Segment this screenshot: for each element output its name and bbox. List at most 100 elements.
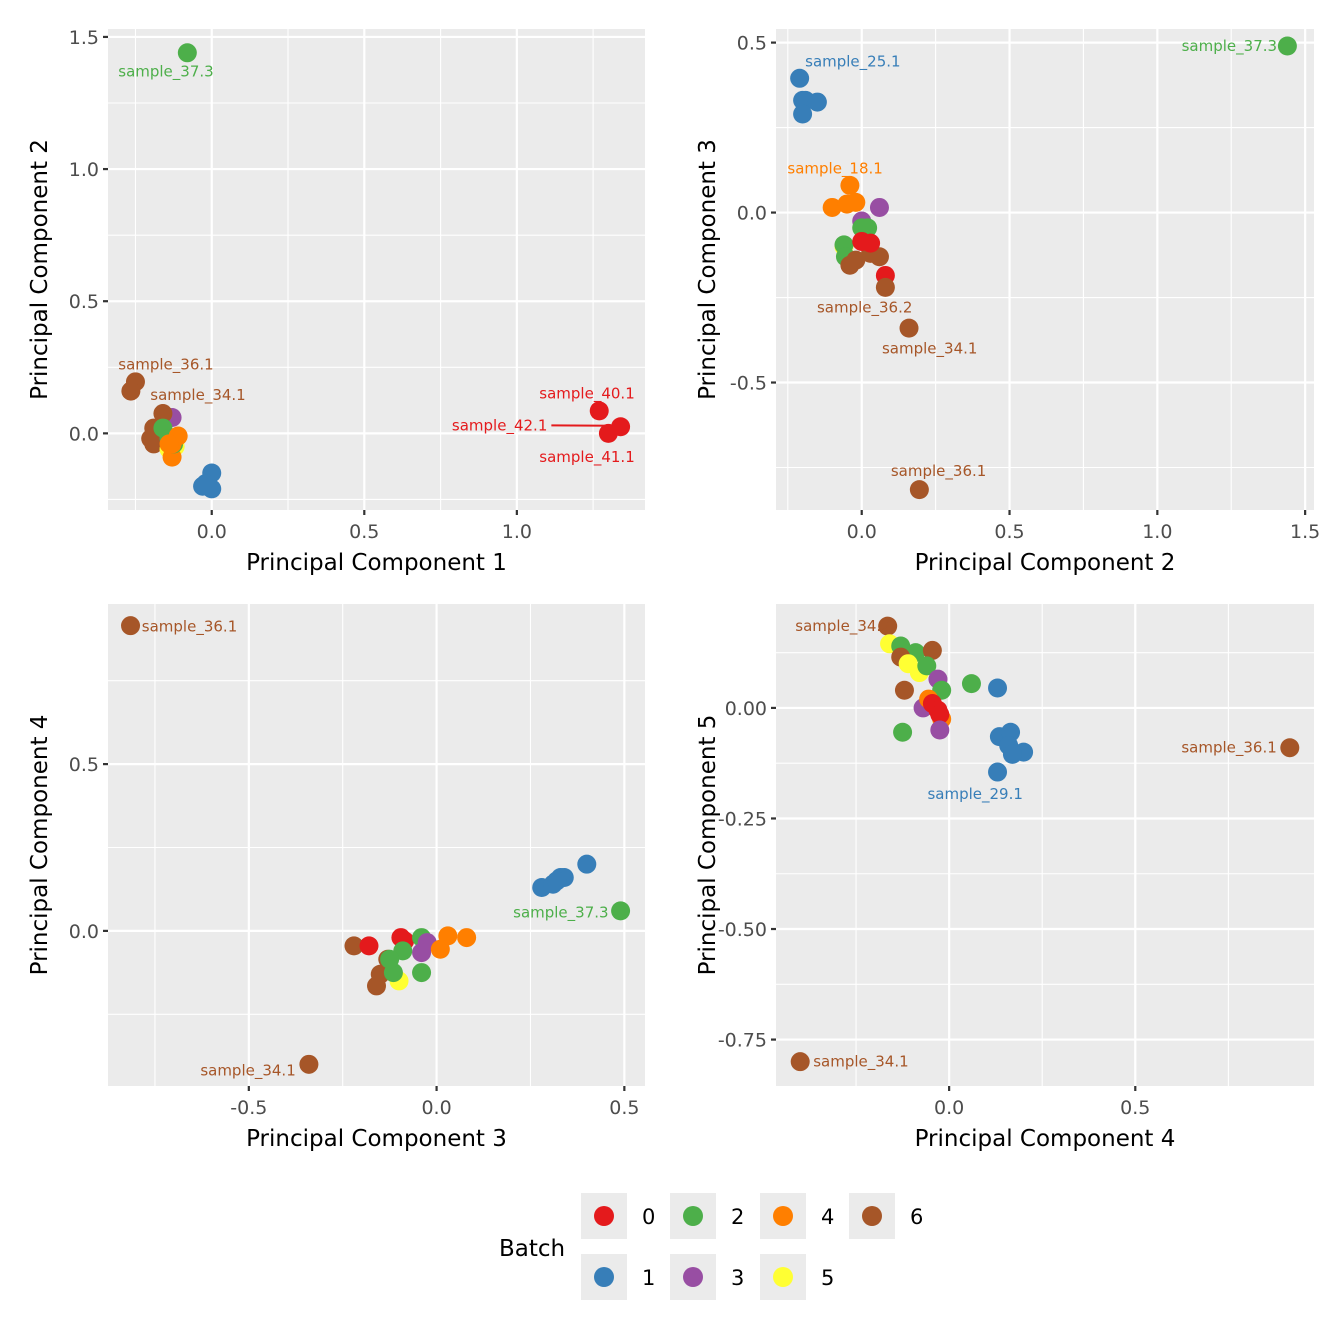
x-tick-label: 0.5 xyxy=(1120,1097,1150,1119)
data-point-batch-2 xyxy=(893,722,913,742)
legend: Batch 0 1 2 3 4 5 6 xyxy=(499,1193,923,1300)
y-tick-label: 0.5 xyxy=(69,754,99,776)
data-point-batch-2 xyxy=(1277,36,1297,56)
data-point-batch-2 xyxy=(380,949,400,969)
legend-title: Batch xyxy=(499,1236,565,1262)
point-label: sample_34.1 xyxy=(200,1061,295,1080)
y-tick-label: 0.5 xyxy=(69,291,99,313)
legend-swatch xyxy=(773,1267,793,1287)
data-point-batch-0 xyxy=(589,401,609,421)
data-point-batch-1 xyxy=(193,476,213,496)
data-point-batch-6 xyxy=(875,277,895,297)
legend-item-3: 3 xyxy=(670,1254,744,1300)
legend-label: 6 xyxy=(910,1205,923,1229)
data-point-batch-2 xyxy=(611,901,631,921)
y-axis-title: Principal Component 4 xyxy=(27,715,53,976)
legend-item-1: 1 xyxy=(581,1254,655,1300)
x-tick-label: 0.5 xyxy=(349,521,379,543)
legend-item-0: 0 xyxy=(581,1193,655,1239)
legend-item-6: 6 xyxy=(849,1193,923,1239)
data-point-batch-3 xyxy=(869,197,889,217)
data-point-batch-1 xyxy=(988,762,1008,782)
legend-label: 1 xyxy=(642,1266,655,1290)
point-label: sample_34.2 xyxy=(795,617,890,636)
data-point-batch-4 xyxy=(840,175,860,195)
data-point-batch-6 xyxy=(144,434,164,454)
data-point-batch-6 xyxy=(1280,738,1300,758)
y-tick-label: -0.50 xyxy=(718,919,767,941)
point-label: sample_36.1 xyxy=(1181,739,1276,758)
x-axis-title: Principal Component 4 xyxy=(915,1126,1176,1152)
y-tick-label: -0.75 xyxy=(718,1030,767,1052)
point-label: sample_34.1 xyxy=(813,1053,908,1072)
data-point-batch-6 xyxy=(922,640,942,660)
y-axis-title: Principal Component 2 xyxy=(27,139,53,400)
data-point-batch-2 xyxy=(412,963,432,983)
point-label: sample_34.1 xyxy=(882,340,977,359)
point-label: sample_37.3 xyxy=(513,904,608,923)
data-point-batch-0 xyxy=(359,936,379,956)
x-tick-label: 0.0 xyxy=(847,521,877,543)
legend-item-4: 4 xyxy=(760,1193,834,1239)
point-label: sample_37.3 xyxy=(118,62,213,81)
legend-swatch xyxy=(683,1267,703,1287)
legend-swatch xyxy=(594,1267,614,1287)
point-label: sample_37.3 xyxy=(1182,37,1277,56)
panel-background xyxy=(108,29,645,510)
y-tick-label: -0.5 xyxy=(730,373,767,395)
y-tick-label: 0.0 xyxy=(69,921,99,943)
x-tick-label: 1.0 xyxy=(502,521,532,543)
y-tick-label: -0.25 xyxy=(718,808,767,830)
panel-2: 0.0 0.5 1.0 1.5 -0.5 0.0 0.5 Principal Componen… xyxy=(695,29,1320,576)
x-tick-label: 0.0 xyxy=(934,1097,964,1119)
data-point-batch-4 xyxy=(430,939,450,959)
x-tick-label: 0.5 xyxy=(994,521,1024,543)
x-axis-title: Principal Component 3 xyxy=(246,1126,507,1152)
legend-item-5: 5 xyxy=(760,1254,834,1300)
data-point-batch-1 xyxy=(547,871,567,891)
data-point-batch-6 xyxy=(899,318,919,338)
data-point-batch-6 xyxy=(367,976,386,996)
point-label: sample_36.1 xyxy=(118,356,213,375)
y-tick-label: 1.5 xyxy=(69,27,99,49)
data-point-batch-3 xyxy=(412,943,432,963)
points-layer xyxy=(790,36,1297,500)
point-label: sample_40.1 xyxy=(539,385,634,404)
data-point-batch-6 xyxy=(121,381,141,401)
point-label: sample_41.1 xyxy=(539,448,634,467)
data-point-batch-4 xyxy=(822,197,842,217)
data-point-batch-0 xyxy=(930,705,950,725)
y-tick-label: 0.0 xyxy=(737,203,767,225)
point-label: sample_29.1 xyxy=(927,785,1022,804)
x-tick-label: -0.5 xyxy=(230,1097,267,1119)
point-label: sample_34.1 xyxy=(150,386,245,405)
panel-background xyxy=(776,604,1314,1086)
data-point-batch-4 xyxy=(457,928,477,948)
point-label: sample_36.1 xyxy=(142,618,237,637)
data-point-batch-6 xyxy=(878,616,898,636)
data-point-batch-1 xyxy=(807,92,827,112)
points-layer xyxy=(121,43,631,499)
data-point-batch-6 xyxy=(299,1054,319,1074)
y-axis-title: Principal Component 5 xyxy=(695,715,721,976)
data-point-batch-1 xyxy=(790,68,810,88)
data-point-batch-6 xyxy=(153,404,173,424)
data-point-batch-0 xyxy=(611,417,631,437)
point-label: sample_25.1 xyxy=(805,52,900,71)
legend-swatch xyxy=(773,1206,793,1226)
data-point-batch-1 xyxy=(1002,744,1022,764)
legend-label: 2 xyxy=(731,1205,744,1229)
panel-3: -0.5 0.0 0.5 0.0 0.5 Principal Component 3 Pri… xyxy=(27,604,645,1152)
data-point-batch-6 xyxy=(894,680,914,700)
y-axis-title: Principal Component 3 xyxy=(695,139,721,400)
point-label: sample_42.1 xyxy=(452,416,547,435)
data-point-batch-1 xyxy=(793,104,813,124)
data-point-batch-3 xyxy=(930,720,950,740)
legend-swatch xyxy=(594,1206,614,1226)
data-point-batch-2 xyxy=(177,43,197,63)
data-point-batch-4 xyxy=(846,192,866,212)
y-tick-label: 0.0 xyxy=(69,423,99,445)
data-point-batch-1 xyxy=(988,678,1008,698)
